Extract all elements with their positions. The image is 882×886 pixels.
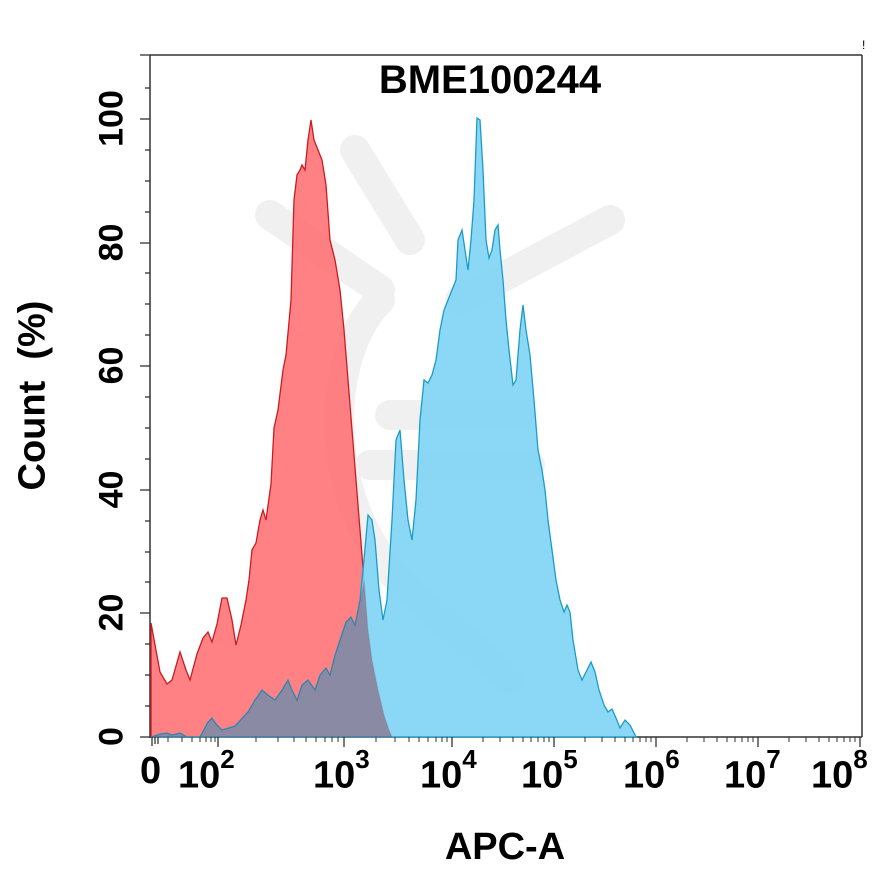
x-tick-exponent: 6 (665, 744, 680, 774)
x-tick-base: 10 (521, 754, 564, 797)
y-tick-label: 20 (92, 593, 131, 632)
corner-mark: ! (862, 38, 866, 52)
control-histogram (150, 119, 393, 738)
x-tick-label: 106 (623, 744, 680, 798)
x-tick-label: 102 (178, 744, 235, 798)
x-axis-ticks (151, 737, 861, 747)
x-tick-base: 10 (724, 754, 767, 797)
x-tick-label: 107 (724, 744, 781, 798)
x-tick-exponent: 5 (563, 744, 578, 774)
x-tick-base: 10 (178, 754, 221, 797)
y-axis-ticks (140, 54, 150, 738)
x-tick-label: 105 (521, 744, 578, 798)
y-axis-label: Count (%) (11, 300, 54, 491)
x-tick-exponent: 4 (462, 744, 477, 774)
x-tick-base: 10 (420, 754, 463, 797)
x-tick-base: 10 (313, 754, 356, 797)
x-tick-label: 103 (313, 744, 370, 798)
y-tick-label: 100 (92, 90, 131, 147)
sample-histogram (150, 116, 638, 738)
x-tick-label: 0 (140, 750, 161, 793)
y-tick-label: 60 (92, 346, 131, 385)
x-tick-label: 108 (811, 744, 868, 798)
x-tick-base: 10 (811, 754, 854, 797)
y-tick-label: 0 (92, 727, 131, 746)
y-tick-label: 80 (92, 223, 131, 262)
y-tick-label: 40 (92, 470, 131, 509)
x-tick-label: 104 (420, 744, 477, 798)
x-tick-exponent: 3 (355, 744, 370, 774)
x-axis-label: APC-A (444, 826, 566, 868)
x-tick-exponent: 2 (220, 744, 235, 774)
x-tick-base: 0 (140, 750, 162, 792)
chart-title: BME100244 (378, 58, 602, 102)
overlap-region (151, 580, 392, 737)
x-tick-exponent: 8 (853, 744, 868, 774)
x-tick-exponent: 7 (766, 744, 781, 774)
x-tick-base: 10 (623, 754, 666, 797)
